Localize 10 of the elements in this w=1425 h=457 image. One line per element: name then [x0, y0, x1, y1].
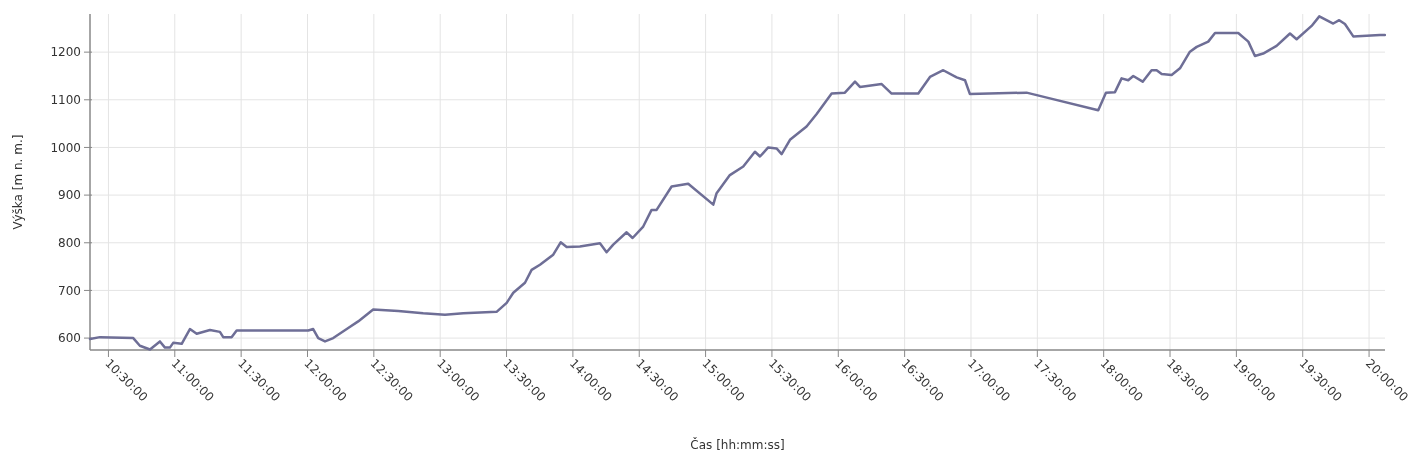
y-tick-label: 800	[58, 235, 81, 250]
y-tick-label: 1200	[50, 45, 81, 60]
line-series	[88, 15, 1387, 351]
y-tick-label: 600	[58, 331, 81, 346]
y-tick-label: 1100	[50, 92, 81, 107]
y-tick-label: 1000	[50, 140, 81, 155]
y-tick-label: 700	[58, 283, 81, 298]
y-axis-title: Výška [m n. m.]	[11, 134, 25, 230]
x-axis-title: Čas [hh:mm:ss]	[690, 437, 785, 452]
y-tick-label: 900	[58, 188, 81, 203]
